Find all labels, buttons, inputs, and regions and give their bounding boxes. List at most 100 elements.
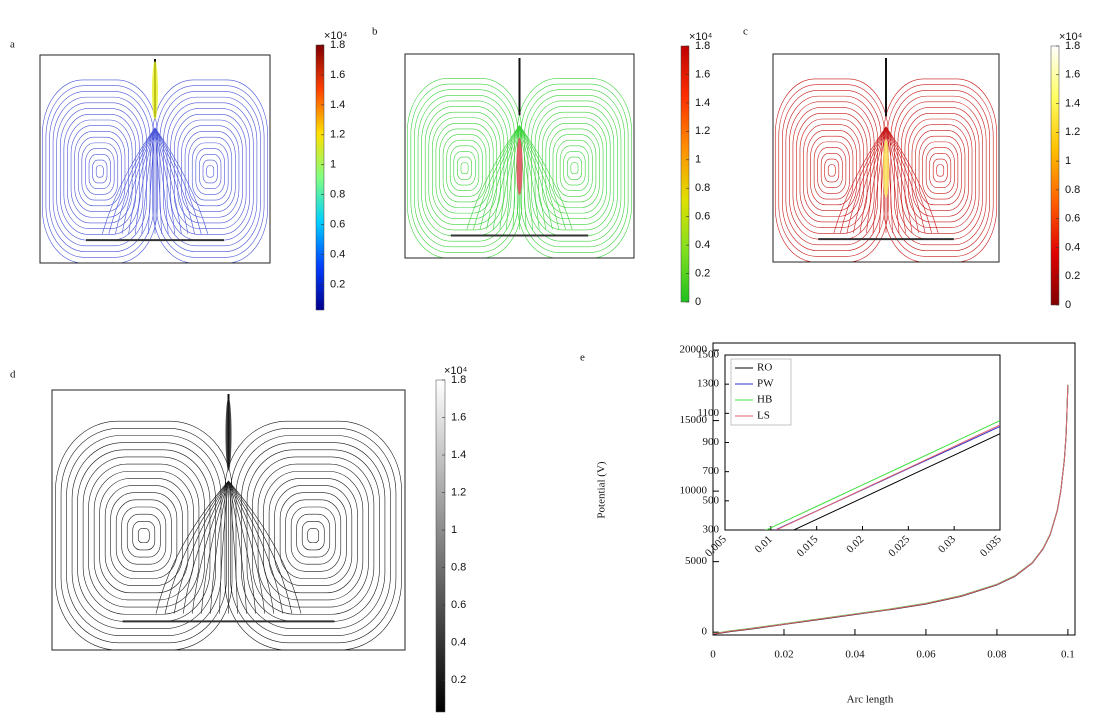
- streamline: [202, 159, 218, 184]
- streamline: [82, 456, 205, 615]
- streamline: [904, 112, 976, 228]
- streamline: [556, 139, 593, 197]
- colorbar-tick-label: 0.2: [695, 267, 710, 279]
- streamline: [268, 478, 358, 594]
- streamline: [66, 435, 222, 636]
- streamline: [531, 100, 618, 236]
- streamline: [421, 100, 508, 236]
- streamlines: [55, 420, 402, 651]
- streamline: [885, 126, 913, 233]
- streamline: [810, 135, 854, 206]
- series-line: [764, 420, 1000, 530]
- streamline: [796, 112, 868, 228]
- streamline: [792, 107, 871, 234]
- field-hotspot: [152, 61, 158, 120]
- streamline: [567, 156, 582, 180]
- colorbar-tick-label: 0.6: [1065, 213, 1080, 225]
- streamline: [191, 480, 229, 614]
- streamline: [527, 95, 622, 242]
- streamline: [859, 126, 887, 233]
- y-tick-label: 10000: [680, 485, 708, 497]
- streamline: [570, 162, 579, 175]
- colorbar-tick-label: 0.2: [330, 278, 345, 290]
- streamline: [49, 91, 151, 252]
- colorbar-tick-label: 1.6: [1065, 69, 1080, 81]
- streamline: [228, 480, 275, 614]
- streamline: [925, 147, 955, 194]
- streamline: [164, 480, 229, 614]
- colorbar-tick-label: 0.8: [695, 182, 710, 194]
- x-axis-label: Arc length: [847, 694, 894, 706]
- streamline: [115, 127, 156, 234]
- legend-label: LS: [757, 410, 770, 422]
- streamline: [908, 118, 973, 223]
- y-tick-label: 1500: [697, 349, 720, 361]
- streamline: [453, 151, 476, 186]
- streamline: [929, 153, 952, 188]
- streamline: [148, 127, 156, 234]
- streamline: [541, 117, 607, 220]
- streamline: [879, 126, 887, 233]
- streamline: [545, 123, 604, 214]
- colorbar-tick-label: 0.8: [330, 189, 345, 201]
- streamline: [519, 125, 533, 230]
- streamline: [93, 470, 194, 601]
- streamline: [92, 159, 108, 184]
- streamline: [519, 125, 540, 230]
- streamline: [512, 125, 520, 230]
- streamline: [128, 127, 156, 234]
- streamline: [154, 127, 202, 234]
- streamline: [897, 101, 983, 240]
- streamline: [184, 131, 236, 212]
- y-tick-label: 500: [703, 494, 720, 506]
- streamline: [506, 125, 520, 230]
- streamline: [428, 111, 501, 225]
- panel-label: e: [580, 352, 585, 364]
- streamline: [296, 513, 331, 558]
- streamline: [188, 136, 233, 207]
- x-tick-label: 0.02: [774, 649, 793, 661]
- streamline: [201, 480, 229, 614]
- streamline: [285, 499, 342, 572]
- streamline: [563, 151, 586, 186]
- streamline: [803, 124, 861, 217]
- streamline: [74, 131, 126, 212]
- streamline: [457, 156, 472, 180]
- colorbar-tick-label: 1: [451, 524, 457, 536]
- streamline: [230, 428, 397, 644]
- colorbar: [1050, 45, 1060, 306]
- streamline: [915, 130, 966, 211]
- colorbar-tick-label: 0: [1065, 299, 1071, 311]
- colorbar-tick-label: 0.2: [451, 674, 466, 686]
- streamline: [827, 164, 836, 177]
- streamline: [894, 95, 987, 246]
- series-line: [774, 424, 1000, 530]
- streamline: [154, 127, 182, 234]
- streamline: [81, 142, 119, 201]
- streamline: [101, 127, 156, 234]
- streamline: [806, 130, 857, 211]
- streamline: [538, 111, 611, 225]
- colorbar-tick-label: 0.6: [451, 599, 466, 611]
- streamline: [246, 449, 380, 622]
- streamline: [228, 480, 293, 614]
- colorbar-tick-label: 1.2: [451, 486, 466, 498]
- streamline: [206, 165, 215, 178]
- colorbar: [435, 379, 446, 713]
- plot-frame: [772, 53, 1000, 263]
- streamline: [199, 154, 222, 189]
- streamline: [435, 123, 494, 214]
- colorbar: [680, 45, 690, 303]
- colorbar-tick-label: 1.8: [1065, 40, 1080, 52]
- streamline: [872, 126, 887, 233]
- streamline: [499, 125, 520, 230]
- streamline: [181, 125, 240, 218]
- streamline: [885, 126, 900, 233]
- streamline: [516, 78, 633, 259]
- plot-frame: [404, 53, 635, 259]
- streamline: [519, 125, 573, 230]
- streamline: [519, 125, 547, 230]
- streamlines: [41, 79, 268, 264]
- streamline: [446, 139, 483, 197]
